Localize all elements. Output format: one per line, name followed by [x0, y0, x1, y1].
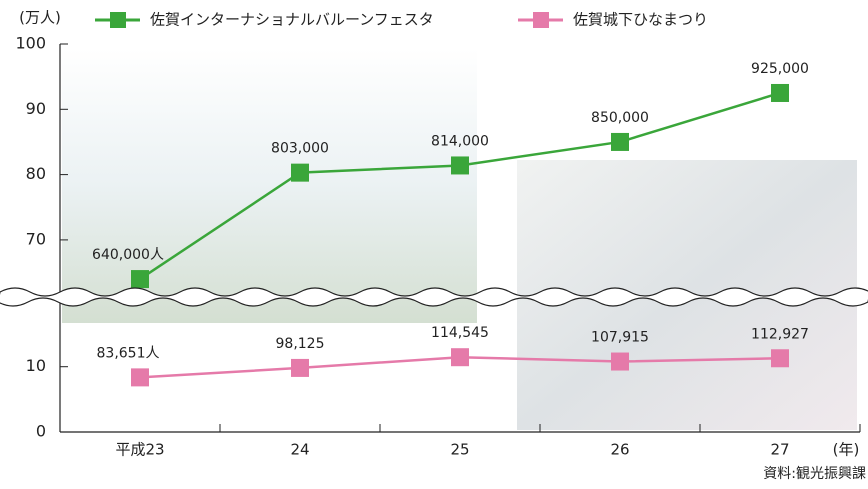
y-tick-label: 70 [26, 229, 46, 248]
y-tick-label: 10 [26, 356, 46, 375]
value-label: 814,000 [431, 133, 489, 149]
value-label: 98,125 [276, 336, 325, 352]
legend-label: 佐賀インターナショナルバルーンフェスタ [150, 11, 434, 29]
point [771, 84, 789, 102]
y-tick-label: 80 [26, 164, 46, 183]
value-label: 850,000 [591, 110, 649, 126]
x-tick-label: 27 [770, 441, 789, 459]
point [611, 133, 629, 151]
x-tick-label: 25 [450, 441, 469, 459]
value-label: 112,927 [751, 326, 809, 342]
x-tick-label: 24 [290, 441, 309, 459]
y-tick-label: 0 [36, 422, 46, 441]
value-label: 83,651人 [97, 345, 160, 361]
x-unit: (年) [833, 441, 860, 459]
legend-marker [533, 12, 549, 28]
legend-label: 佐賀城下ひなまつり [573, 11, 708, 29]
source: 資料:観光振興課 [763, 465, 866, 482]
y-tick-label: 90 [26, 99, 46, 118]
x-tick-label: 26 [610, 441, 629, 459]
axis-break [0, 288, 868, 306]
x-tick-label: 平成23 [115, 441, 164, 459]
chart: (万人) (年) 資料:観光振興課 0 10 70 80 90 100 平成23 24 25 26… [0, 0, 868, 489]
value-label: 640,000人 [92, 247, 164, 263]
point [451, 156, 469, 174]
balloon-photo [62, 48, 477, 323]
value-label: 925,000 [751, 61, 809, 77]
point [291, 164, 309, 182]
value-label: 107,915 [591, 330, 649, 346]
point [611, 353, 629, 371]
y-tick-label: 100 [15, 34, 46, 53]
legend-marker [110, 12, 126, 28]
value-label: 114,545 [431, 325, 489, 341]
point [131, 368, 149, 386]
point [131, 270, 149, 288]
point [291, 359, 309, 377]
point [451, 348, 469, 366]
y-unit: (万人) [19, 9, 61, 27]
value-label: 803,000 [271, 141, 329, 157]
point [771, 349, 789, 367]
